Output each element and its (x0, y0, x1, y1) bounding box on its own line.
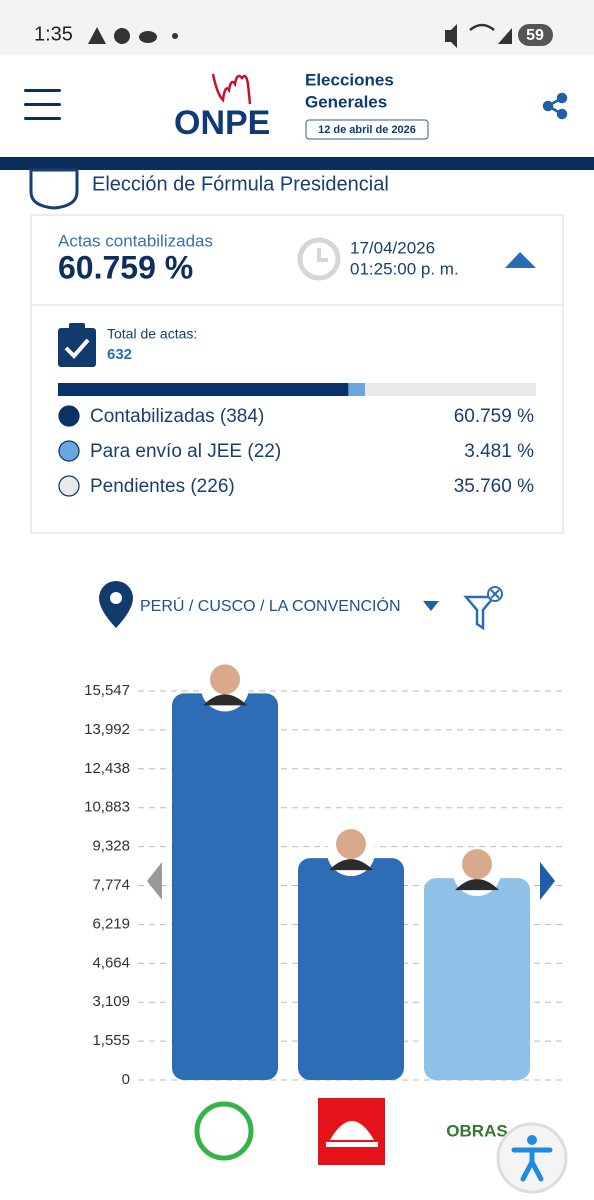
y-tick-label: 10,883 (84, 799, 130, 816)
party-label: OBRAS (446, 1121, 507, 1140)
candidate-suit (329, 859, 373, 871)
candidate-face (336, 829, 366, 860)
battery (518, 24, 553, 46)
y-tick-label: 0 (122, 1071, 130, 1088)
bar-chart: 0 1,555 3,109 4,664 6,219 7,774 9,328 10,883 12,… (84, 663, 565, 1147)
y-tick-label: 3,109 (92, 993, 130, 1010)
legend-label: Para envío al JEE (22) (90, 441, 281, 462)
y-tick-label: 7,774 (92, 876, 130, 893)
status-bar (0, 0, 594, 55)
logo-text: ONPE (174, 104, 270, 142)
share-button[interactable] (542, 92, 568, 120)
header-stripe (0, 157, 594, 170)
progress-segment (348, 383, 366, 396)
ball-icon (114, 28, 130, 44)
status-time: 1:35 (34, 23, 73, 45)
legend-label: Pendientes (226) (90, 476, 235, 497)
dot-icon (172, 33, 178, 39)
next-button[interactable] (540, 862, 555, 900)
update-date: 17/04/2026 (350, 238, 435, 257)
actas-label: Actas contabilizadas (58, 231, 213, 250)
menu-button[interactable] (24, 89, 61, 120)
legend-dot (58, 405, 80, 427)
total-value: 632 (107, 346, 132, 363)
y-tick-label: 9,328 (92, 838, 130, 855)
y-tick-label: 15,547 (84, 682, 130, 699)
bar (172, 693, 278, 1080)
header-title-2: Generales (305, 92, 387, 111)
progress-segment (58, 383, 349, 396)
actas-percent: 60.759 % (58, 249, 193, 285)
party-logo-2-helmet (326, 1121, 378, 1147)
clipboard-check (64, 338, 90, 359)
header-title-1: Elecciones (305, 70, 394, 89)
legend-dot (58, 440, 80, 462)
location-pin (99, 581, 133, 628)
candidate-face (210, 664, 240, 695)
clock-icon (297, 237, 341, 281)
y-tick-label: 4,664 (92, 954, 130, 971)
wifi-icon (469, 23, 495, 31)
date-pill (305, 119, 429, 140)
bar (298, 858, 404, 1080)
legend-percent: 60.759 % (454, 406, 534, 427)
legend-percent: 35.760 % (454, 476, 534, 497)
mute-icon (445, 24, 457, 48)
location-path[interactable]: PERÚ / CUSCO / LA CONVENCIÓN (140, 596, 401, 615)
candidate-face (462, 849, 492, 880)
clock-hands (317, 248, 328, 262)
clipboard-clip (69, 323, 85, 331)
election-title: Elección de Fórmula Presidencial (92, 173, 389, 195)
y-tick-label: 1,555 (92, 1032, 130, 1049)
status-legend: Contabilizadas (384) 60.759 % Para envío a… (58, 405, 534, 497)
alert-icon (88, 27, 106, 44)
clipboard-icon (58, 328, 96, 367)
total-label: Total de actas: (107, 326, 197, 342)
accessibility-body (511, 1147, 553, 1182)
legend-percent: 3.481 % (464, 441, 534, 462)
legend-label: Contabilizadas (384) (90, 406, 264, 427)
summary-card (30, 214, 564, 534)
location-dropdown[interactable] (423, 601, 439, 611)
logo-hand (211, 73, 252, 105)
candidate-suit (203, 694, 247, 706)
prev-button[interactable] (147, 862, 162, 900)
battery-level: 59 (526, 27, 544, 44)
signal-icon (498, 28, 512, 44)
shield-icon (29, 168, 79, 210)
collapse-button[interactable] (505, 252, 536, 268)
legend-dot (58, 475, 80, 497)
accessibility-head (527, 1135, 537, 1145)
location-pin-dot (110, 592, 122, 604)
progress-segment (365, 383, 536, 396)
weather-icon (139, 31, 157, 43)
y-tick-label: 13,992 (84, 721, 130, 738)
party-logo-1 (194, 1101, 254, 1161)
progress-bar (58, 383, 536, 396)
clear-filter-button[interactable] (463, 586, 503, 631)
election-date: 12 de abril de 2026 (318, 124, 416, 136)
y-tick-label: 12,438 (84, 760, 130, 777)
bar (424, 878, 530, 1080)
update-time: 01:25:00 p. m. (350, 259, 459, 278)
y-tick-label: 6,219 (92, 915, 130, 932)
candidate-suit (455, 879, 499, 891)
